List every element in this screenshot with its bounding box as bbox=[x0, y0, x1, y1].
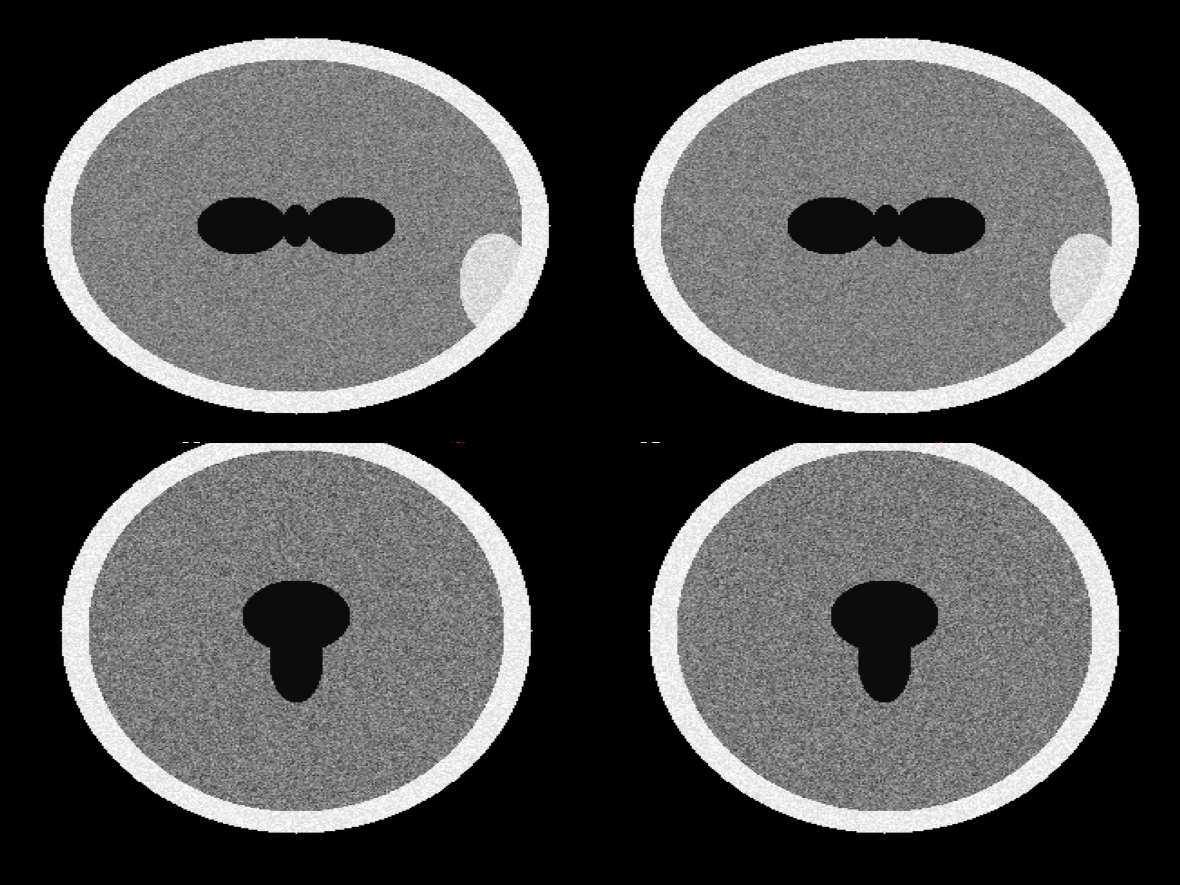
Text: Acute Subdural
Hematoma: Acute Subdural Hematoma bbox=[435, 460, 563, 499]
Text: Evacuated
Hematoma: Evacuated Hematoma bbox=[916, 460, 1008, 499]
Text: B: B bbox=[179, 436, 203, 466]
Text: D: D bbox=[637, 436, 662, 466]
